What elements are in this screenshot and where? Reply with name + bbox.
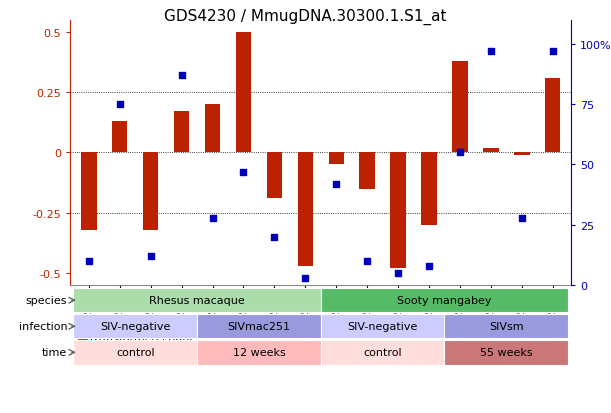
Point	[177, 73, 186, 79]
Bar	[266, 153, 282, 199]
Text: control: control	[116, 347, 155, 358]
Text: SIV-negative: SIV-negative	[348, 321, 418, 332]
Text: 12 weeks: 12 weeks	[233, 347, 285, 358]
Bar	[298, 153, 313, 266]
Text: 55 weeks: 55 weeks	[480, 347, 533, 358]
Point	[548, 49, 558, 55]
Text: transformed count: transformed count	[90, 334, 194, 344]
Text: infection: infection	[18, 321, 67, 332]
Bar	[514, 153, 530, 155]
Point	[517, 215, 527, 221]
Text: Rhesus macaque: Rhesus macaque	[149, 295, 245, 306]
Text: GDS4230 / MmugDNA.30300.1.S1_at: GDS4230 / MmugDNA.30300.1.S1_at	[164, 9, 447, 25]
Point	[115, 102, 125, 108]
Point	[269, 234, 279, 240]
Text: species: species	[26, 295, 67, 306]
Bar	[452, 62, 467, 153]
Text: time: time	[42, 347, 67, 358]
Point	[301, 275, 310, 282]
Bar	[329, 153, 344, 165]
Point	[146, 253, 156, 260]
Point	[424, 263, 434, 269]
Bar	[81, 153, 97, 230]
Point	[331, 181, 341, 188]
Bar	[205, 105, 220, 153]
Bar	[112, 122, 128, 153]
Bar	[390, 153, 406, 268]
Text: control: control	[364, 347, 402, 358]
Point	[84, 258, 93, 265]
Bar	[545, 78, 560, 153]
Text: Sooty mangabey: Sooty mangabey	[397, 295, 492, 306]
Text: percentile rank within the sample: percentile rank within the sample	[90, 350, 277, 360]
Point	[362, 258, 372, 265]
Point	[208, 215, 218, 221]
Point	[455, 150, 465, 156]
Text: SIVmac251: SIVmac251	[227, 321, 290, 332]
Text: ■: ■	[76, 332, 88, 345]
Text: ■: ■	[76, 349, 88, 362]
Point	[238, 169, 248, 176]
Text: SIVsm: SIVsm	[489, 321, 524, 332]
Bar	[359, 153, 375, 189]
Bar	[236, 33, 251, 153]
Bar	[174, 112, 189, 153]
Bar	[143, 153, 158, 230]
Point	[486, 49, 496, 55]
Bar	[422, 153, 437, 225]
Point	[393, 270, 403, 277]
Bar	[483, 148, 499, 153]
Text: SIV-negative: SIV-negative	[100, 321, 170, 332]
